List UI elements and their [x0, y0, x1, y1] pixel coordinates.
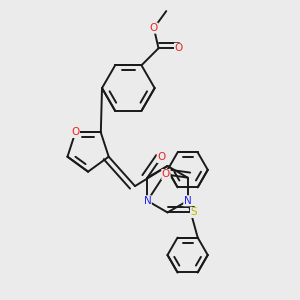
- Text: N: N: [143, 196, 151, 206]
- Text: S: S: [190, 207, 197, 218]
- Text: O: O: [162, 169, 170, 179]
- Text: O: O: [157, 152, 166, 163]
- Text: O: O: [150, 23, 158, 33]
- Text: O: O: [175, 43, 183, 53]
- Text: O: O: [71, 128, 80, 137]
- Text: N: N: [184, 196, 191, 206]
